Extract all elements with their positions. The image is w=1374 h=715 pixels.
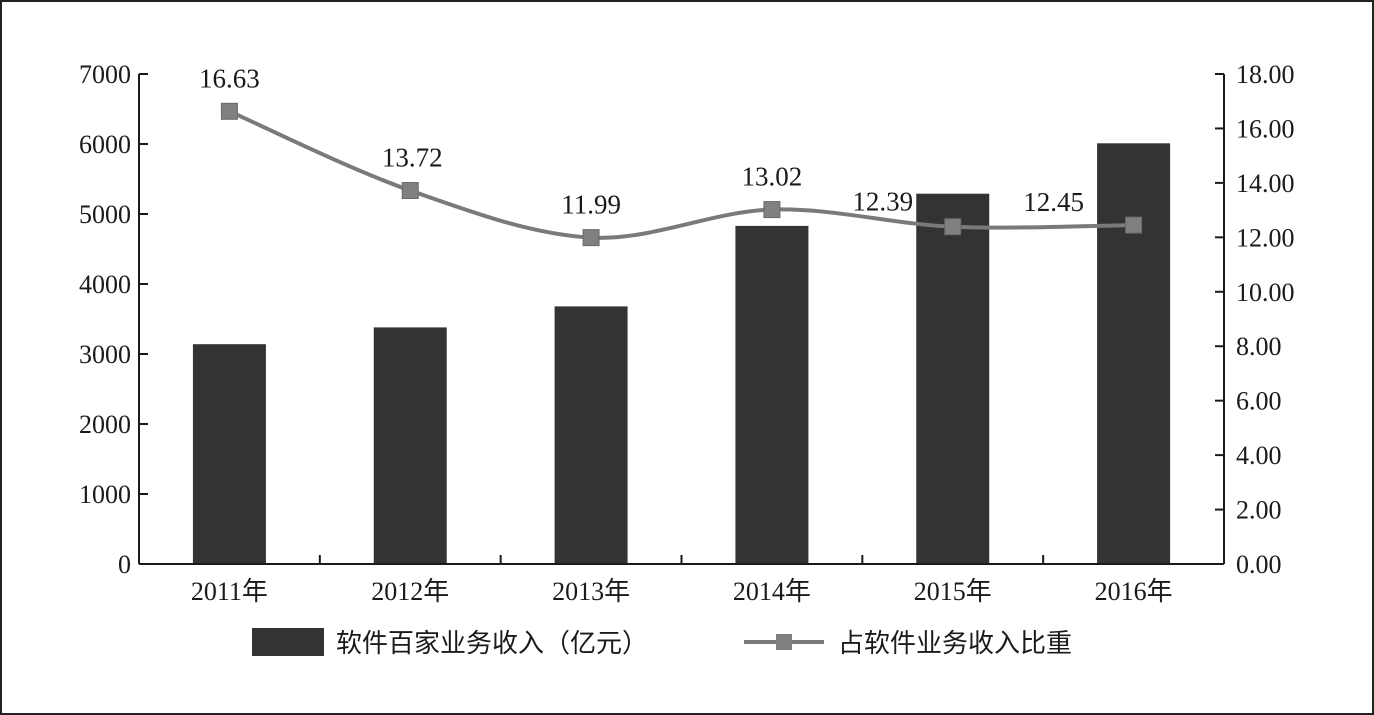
right-tick-label: 12.00 bbox=[1236, 223, 1295, 252]
right-tick-label: 8.00 bbox=[1236, 332, 1282, 361]
legend-label-line: 占软件业务收入比重 bbox=[838, 629, 1072, 659]
legend-swatch-marker bbox=[776, 634, 792, 650]
left-tick-label: 3000 bbox=[79, 340, 131, 369]
legend-swatch-bar bbox=[252, 628, 324, 656]
right-tick-label: 4.00 bbox=[1236, 441, 1282, 470]
data-label-5: 12.39 bbox=[852, 187, 913, 217]
right-tick-label: 18.00 bbox=[1236, 60, 1295, 89]
line-series bbox=[220, 102, 1143, 247]
data-label-4: 13.02 bbox=[742, 162, 803, 192]
bar-series bbox=[192, 143, 1171, 565]
legend: 软件百家业务收入（亿元） 占软件业务收入比重 bbox=[252, 628, 1072, 659]
right-tick-label: 6.00 bbox=[1236, 387, 1282, 416]
left-tick-label: 5000 bbox=[79, 200, 131, 229]
x-tick-label: 2011年 bbox=[191, 577, 268, 606]
right-tick-label: 0.00 bbox=[1236, 550, 1282, 579]
line-point-6 bbox=[1125, 216, 1143, 234]
x-tick-label: 2012年 bbox=[371, 577, 449, 606]
data-labels: 16.63 13.72 11.99 13.02 12.39 12.45 bbox=[199, 63, 1084, 219]
x-tick-label: 2013年 bbox=[552, 577, 630, 606]
left-tick-label: 0 bbox=[118, 550, 131, 579]
data-label-3: 11.99 bbox=[561, 190, 621, 220]
line-point-1 bbox=[220, 102, 238, 120]
axes: 0 1000 2000 3000 4000 5000 6000 7000 0.00 2.00 4.0… bbox=[79, 60, 1295, 606]
data-label-1: 16.63 bbox=[199, 63, 260, 93]
ratio-line bbox=[228, 109, 1134, 240]
data-label-6: 12.45 bbox=[1023, 187, 1084, 217]
right-tick-label: 14.00 bbox=[1236, 169, 1295, 198]
line-point-3 bbox=[582, 229, 600, 247]
left-tick-label: 7000 bbox=[79, 60, 131, 89]
x-tick-label: 2014年 bbox=[733, 577, 811, 606]
x-tick-label: 2016年 bbox=[1095, 577, 1173, 606]
bar-1 bbox=[192, 344, 266, 564]
left-tick-label: 6000 bbox=[79, 130, 131, 159]
left-tick-label: 4000 bbox=[79, 270, 131, 299]
right-tick-label: 10.00 bbox=[1236, 278, 1295, 307]
line-point-5 bbox=[944, 218, 962, 236]
line-point-2 bbox=[401, 182, 419, 200]
bar-5 bbox=[916, 193, 990, 564]
left-tick-label: 1000 bbox=[79, 480, 131, 509]
bar-2 bbox=[373, 327, 447, 564]
left-tick-label: 2000 bbox=[79, 410, 131, 439]
bar-4 bbox=[735, 225, 809, 564]
line-point-4 bbox=[763, 201, 781, 219]
x-tick-label: 2015年 bbox=[914, 577, 992, 606]
bar-6 bbox=[1097, 143, 1171, 565]
bar-3 bbox=[554, 306, 628, 564]
right-tick-label: 2.00 bbox=[1236, 496, 1282, 525]
legend-label-bar: 软件百家业务收入（亿元） bbox=[336, 629, 648, 659]
right-tick-label: 16.00 bbox=[1236, 114, 1295, 143]
data-label-2: 13.72 bbox=[382, 143, 443, 173]
